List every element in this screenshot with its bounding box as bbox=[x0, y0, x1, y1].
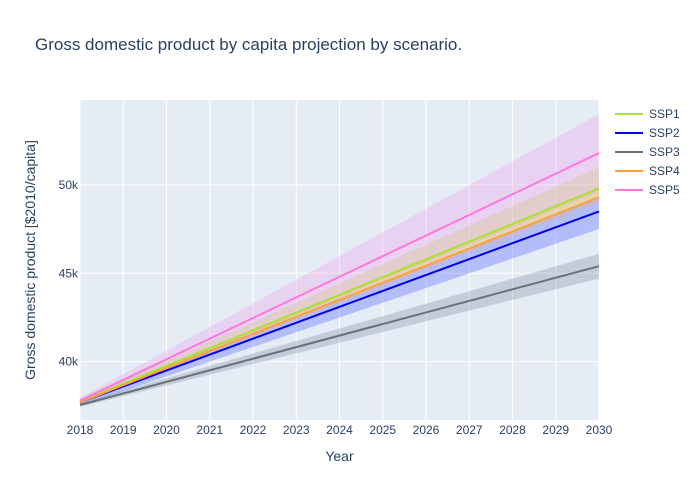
band-ssp1 bbox=[80, 167, 599, 404]
x-tick-label: 2030 bbox=[586, 423, 613, 437]
x-tick-label: 2025 bbox=[369, 423, 396, 437]
grid-lines bbox=[79, 100, 600, 420]
legend-label: SSP1 bbox=[649, 107, 680, 121]
line-ssp3 bbox=[79, 265, 600, 406]
y-tick-label: 45k bbox=[59, 266, 79, 280]
band-ssp3 bbox=[80, 253, 599, 407]
legend-label: SSP3 bbox=[649, 145, 680, 159]
legend-item-ssp5[interactable]: SSP5 bbox=[615, 183, 680, 197]
legend-item-ssp3[interactable]: SSP3 bbox=[615, 145, 680, 159]
band-ssp5 bbox=[80, 114, 599, 404]
x-tick-label: 2018 bbox=[67, 423, 94, 437]
series-lines bbox=[79, 152, 600, 406]
x-tick-label: 2021 bbox=[196, 423, 223, 437]
legend-label: SSP2 bbox=[649, 126, 680, 140]
line-ssp4 bbox=[79, 196, 600, 404]
y-tick-labels: 40k 45k 50k bbox=[59, 178, 79, 369]
uncertainty-bands bbox=[80, 114, 599, 407]
x-tick-label: 2024 bbox=[326, 423, 353, 437]
y-tick-label: 40k bbox=[59, 355, 79, 369]
band-ssp4 bbox=[80, 190, 599, 404]
x-tick-labels: 2018 2019 2020 2021 2022 2023 2024 2025 2026 2027… bbox=[67, 423, 613, 437]
legend-label: SSP5 bbox=[649, 183, 680, 197]
x-tick-label: 2026 bbox=[413, 423, 440, 437]
x-axis-title: Year bbox=[325, 448, 354, 464]
legend[interactable]: SSP1 SSP2 SSP3 SSP4 SSP5 bbox=[615, 107, 680, 197]
x-tick-label: 2022 bbox=[240, 423, 267, 437]
x-tick-label: 2023 bbox=[283, 423, 310, 437]
line-ssp5 bbox=[79, 152, 600, 402]
x-tick-label: 2028 bbox=[499, 423, 526, 437]
line-ssp2 bbox=[79, 210, 600, 404]
chart-title: Gross domestic product by capita project… bbox=[35, 35, 462, 54]
legend-item-ssp1[interactable]: SSP1 bbox=[615, 107, 680, 121]
legend-item-ssp2[interactable]: SSP2 bbox=[615, 126, 680, 140]
legend-label: SSP4 bbox=[649, 164, 680, 178]
x-tick-label: 2019 bbox=[110, 423, 137, 437]
x-tick-label: 2029 bbox=[542, 423, 569, 437]
legend-item-ssp4[interactable]: SSP4 bbox=[615, 164, 680, 178]
line-ssp1 bbox=[79, 187, 600, 403]
y-axis-title: Gross domestic product [$2010/capita] bbox=[22, 140, 38, 380]
y-tick-label: 50k bbox=[59, 178, 79, 192]
x-tick-label: 2020 bbox=[153, 423, 180, 437]
x-tick-label: 2027 bbox=[456, 423, 483, 437]
